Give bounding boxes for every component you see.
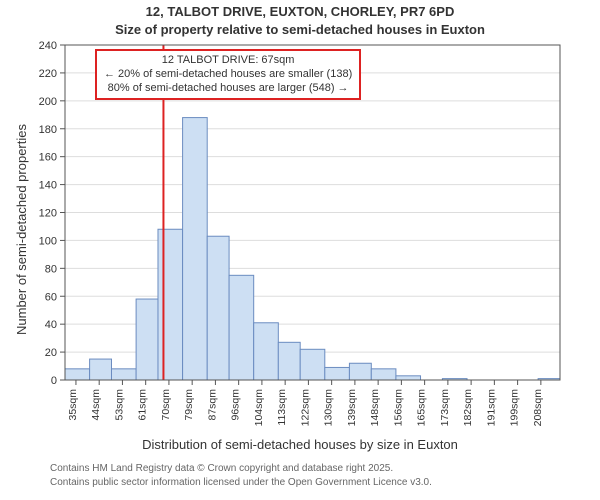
- annotation-line2: ← 20% of semi-detached houses are smalle…: [104, 68, 352, 82]
- y-tick-label: 180: [39, 124, 57, 136]
- histogram-bar: [349, 363, 371, 380]
- y-tick-label: 220: [39, 68, 57, 80]
- y-tick-label: 240: [39, 40, 57, 52]
- histogram-bar: [254, 323, 279, 380]
- chart-title-line2: Size of property relative to semi-detach…: [0, 22, 600, 37]
- x-tick-label: 156sqm: [392, 389, 404, 427]
- x-tick-label: 44sqm: [90, 389, 102, 421]
- histogram-bar: [207, 236, 229, 380]
- y-tick-label: 60: [45, 291, 57, 303]
- x-tick-label: 208sqm: [532, 389, 544, 427]
- x-tick-label: 35sqm: [67, 389, 79, 421]
- histogram-bar: [65, 369, 90, 380]
- histogram-bar: [136, 299, 158, 380]
- y-tick-label: 140: [39, 180, 57, 192]
- x-tick-label: 130sqm: [323, 389, 335, 427]
- histogram-bar: [111, 369, 136, 380]
- y-tick-label: 120: [39, 208, 57, 220]
- footer-line1: Contains HM Land Registry data © Crown c…: [50, 463, 393, 474]
- x-tick-label: 96sqm: [230, 389, 242, 421]
- histogram-bar: [396, 376, 421, 380]
- y-tick-label: 100: [39, 235, 57, 247]
- chart-title-line1: 12, TALBOT DRIVE, EUXTON, CHORLEY, PR7 6…: [0, 4, 600, 19]
- x-tick-label: 199sqm: [509, 389, 521, 427]
- footer-line2: Contains public sector information licen…: [50, 477, 432, 488]
- histogram-bar: [371, 369, 396, 380]
- x-tick-label: 191sqm: [485, 389, 497, 427]
- x-tick-label: 87sqm: [206, 389, 218, 421]
- histogram-bar: [278, 342, 300, 380]
- x-tick-label: 113sqm: [276, 389, 288, 426]
- x-tick-label: 122sqm: [299, 389, 311, 427]
- y-tick-label: 0: [51, 375, 57, 387]
- y-axis-label: Number of semi-detached properties: [14, 124, 29, 335]
- chart-container: 12, TALBOT DRIVE, EUXTON, CHORLEY, PR7 6…: [0, 0, 600, 500]
- x-tick-label: 104sqm: [253, 389, 265, 427]
- y-tick-label: 20: [45, 347, 57, 359]
- x-tick-label: 182sqm: [462, 389, 474, 427]
- histogram-bar: [183, 118, 208, 380]
- y-tick-label: 160: [39, 152, 57, 164]
- x-tick-label: 53sqm: [113, 389, 125, 421]
- annotation-line1: 12 TALBOT DRIVE: 67sqm: [104, 54, 352, 68]
- annotation-box: 12 TALBOT DRIVE: 67sqm ← 20% of semi-det…: [95, 49, 361, 100]
- y-tick-label: 80: [45, 263, 57, 275]
- histogram-bar: [229, 275, 254, 380]
- y-tick-label: 200: [39, 96, 57, 108]
- x-tick-label: 70sqm: [160, 389, 172, 421]
- x-axis-label: Distribution of semi-detached houses by …: [20, 437, 580, 452]
- x-tick-label: 173sqm: [439, 389, 451, 427]
- histogram-bar: [325, 367, 350, 380]
- histogram-bar: [300, 349, 325, 380]
- x-tick-label: 148sqm: [369, 389, 381, 427]
- annotation-line3: 80% of semi-detached houses are larger (…: [104, 82, 352, 96]
- x-tick-label: 165sqm: [416, 389, 428, 427]
- x-tick-label: 61sqm: [137, 389, 149, 421]
- x-tick-label: 79sqm: [183, 389, 195, 421]
- y-tick-label: 40: [45, 319, 57, 331]
- x-tick-label: 139sqm: [346, 389, 358, 427]
- histogram-bar: [158, 229, 183, 380]
- histogram-bar: [90, 359, 112, 380]
